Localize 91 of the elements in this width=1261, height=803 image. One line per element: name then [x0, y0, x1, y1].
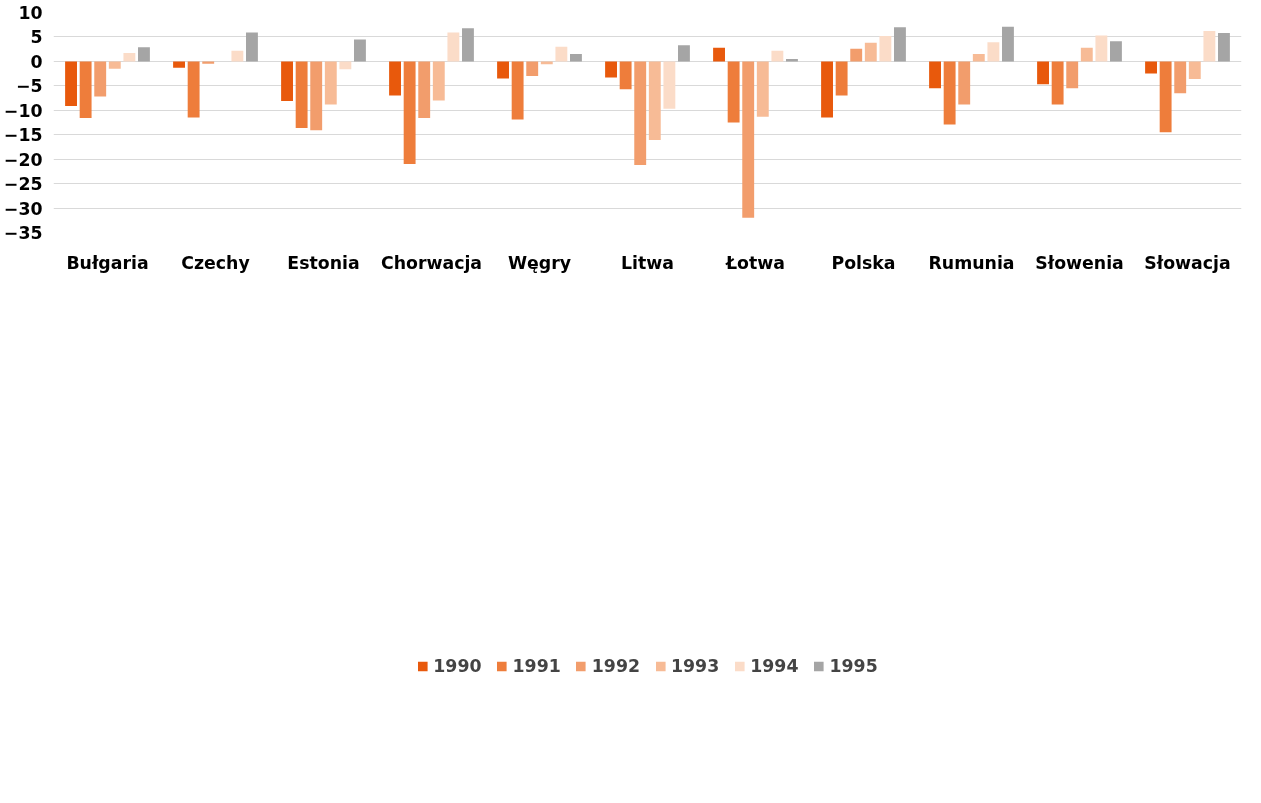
bar	[526, 61, 539, 77]
y-tick-label: 5	[30, 27, 43, 48]
bar	[605, 61, 617, 78]
y-tick-label: −15	[3, 125, 43, 146]
bar	[864, 42, 877, 62]
bar	[1188, 61, 1201, 79]
bar	[540, 61, 553, 65]
x-tick-label: Czechy	[181, 252, 250, 273]
y-tick-label: −35	[3, 223, 43, 243]
bar	[173, 61, 185, 68]
bar	[972, 54, 985, 62]
bar	[1145, 61, 1157, 74]
bar	[1203, 31, 1216, 62]
bar	[246, 32, 258, 62]
x-tick-label: Słowacja	[1144, 252, 1231, 273]
bar	[354, 39, 366, 62]
x-tick-label: Węgry	[507, 252, 572, 273]
legend-label: 1992	[591, 656, 640, 676]
bar	[619, 61, 632, 90]
bar	[1051, 61, 1064, 105]
x-tick-label: Łotwa	[724, 252, 786, 273]
bar	[879, 35, 892, 62]
legend-label: 1994	[750, 656, 799, 676]
bar	[389, 61, 401, 96]
bar	[1159, 61, 1172, 133]
bar	[79, 61, 92, 119]
x-tick-label: Słowenia	[1035, 252, 1124, 273]
bar	[295, 61, 308, 128]
bar	[1037, 61, 1049, 85]
y-tick-label: 10	[18, 3, 43, 23]
bar	[821, 61, 833, 118]
bar	[987, 42, 1000, 62]
bar	[1110, 41, 1122, 62]
bar	[187, 61, 200, 118]
bar	[771, 50, 784, 62]
bar	[727, 61, 740, 123]
bar	[958, 61, 971, 105]
bar	[202, 61, 215, 64]
legend-label: 1993	[671, 656, 720, 676]
legend-label: 1995	[829, 656, 878, 676]
bar	[432, 61, 445, 101]
bar	[511, 61, 524, 120]
y-tick-label: −20	[3, 149, 43, 170]
x-tick-label: Polska	[831, 252, 896, 273]
bar	[281, 61, 293, 101]
bar	[65, 61, 77, 106]
bar	[678, 45, 690, 62]
bar	[324, 61, 337, 105]
bar	[123, 53, 136, 62]
bar	[447, 32, 460, 62]
bar	[1002, 26, 1014, 62]
y-tick-label: −25	[3, 174, 43, 195]
bar	[742, 61, 755, 218]
bar	[1066, 61, 1079, 89]
bar	[1095, 35, 1108, 62]
bar	[756, 61, 769, 117]
x-tick-label: Litwa	[621, 252, 674, 273]
legend-label: 1991	[512, 656, 561, 676]
bar	[462, 28, 474, 62]
bar	[663, 61, 676, 109]
bar	[94, 61, 107, 97]
bar	[138, 47, 150, 62]
x-tick-label: Chorwacja	[380, 252, 483, 273]
bar	[835, 61, 848, 96]
bar	[713, 47, 725, 62]
bar	[1218, 33, 1230, 62]
x-tick-label: Bułgaria	[66, 252, 149, 273]
legend-label: 1990	[433, 656, 482, 676]
bar	[231, 50, 244, 62]
bar	[648, 61, 661, 141]
bar	[1080, 47, 1093, 62]
bar	[339, 61, 352, 70]
bar	[929, 61, 941, 89]
bar	[1174, 61, 1187, 94]
y-tick-label: 0	[30, 51, 43, 72]
bar	[403, 61, 416, 165]
bar	[108, 61, 121, 69]
bar	[555, 46, 568, 62]
bar	[850, 48, 863, 62]
y-tick-label: −30	[3, 198, 43, 219]
bar	[310, 61, 323, 131]
bar	[497, 61, 509, 79]
y-tick-label: −10	[3, 100, 43, 121]
bar	[894, 27, 906, 62]
bar	[418, 61, 431, 119]
bar	[634, 61, 647, 166]
x-tick-label: Rumunia	[928, 252, 1015, 273]
bar	[943, 61, 956, 125]
x-tick-label: Estonia	[287, 252, 360, 273]
y-tick-label: −5	[15, 76, 43, 97]
bar	[570, 54, 582, 62]
